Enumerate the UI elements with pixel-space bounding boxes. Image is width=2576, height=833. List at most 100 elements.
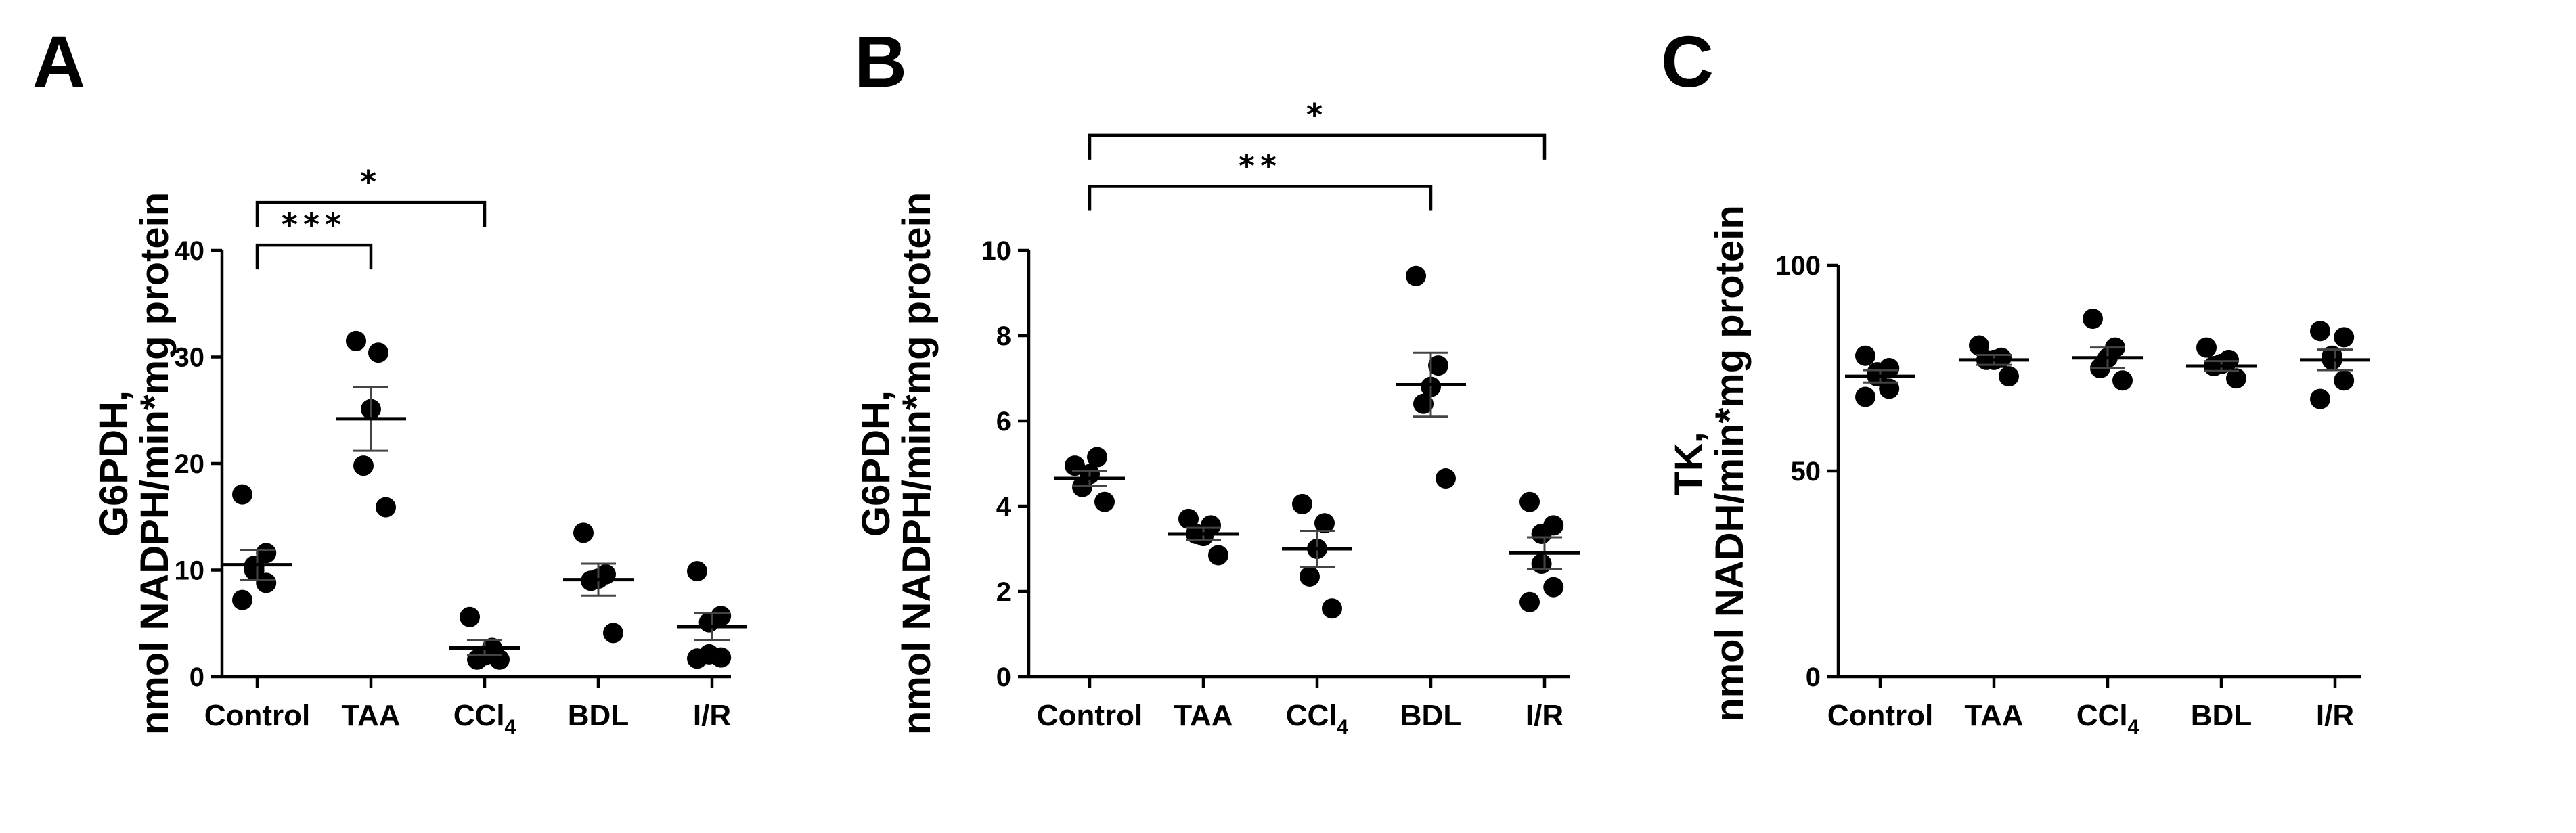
data-point (256, 572, 277, 593)
data-point (603, 623, 623, 644)
data-point (1428, 355, 1448, 376)
data-point (460, 606, 480, 627)
x-tick-label: TAA (341, 699, 400, 732)
data-point (1531, 554, 1552, 575)
y-axis-label-line1: TK, (1667, 432, 1711, 495)
panel-a: A G6PDH, nmol NADPH/min*mg protein 0 10 20… (32, 20, 747, 738)
data-point (1531, 523, 1552, 544)
significance-bracket (1088, 133, 1547, 160)
x-tick-label: TAA (1964, 699, 2023, 732)
y-tick-label: 4 (996, 492, 1012, 522)
significance-bracket (1088, 185, 1433, 211)
data-point (1855, 345, 1875, 366)
data-point (2334, 327, 2355, 348)
data-point (2083, 309, 2103, 330)
panel-c: C TK, nmol NADH/min*mg protein 0 50 100 Con… (1661, 20, 2370, 738)
y-axis-label-line2: nmol NADPH/min*mg protein (895, 192, 939, 735)
y-axis-label-line1: G6PDH, (92, 390, 136, 537)
y-tick-label: 40 (175, 236, 205, 266)
y-axis-label-a: G6PDH, nmol NADPH/min*mg protein (92, 192, 177, 735)
y-tick-label: 0 (996, 662, 1011, 692)
data-point (573, 522, 594, 543)
data-point (687, 561, 707, 582)
y-axis-label-b: G6PDH, nmol NADPH/min*mg protein (854, 192, 939, 735)
y-tick-label: 10 (175, 556, 205, 586)
data-point (2112, 370, 2133, 391)
x-tick-label: TAA (1174, 699, 1233, 732)
significance-label: ** (1239, 148, 1282, 185)
data-point (1314, 513, 1335, 534)
panel-letter-b: B (854, 20, 907, 102)
x-tick-label: Control (1037, 699, 1142, 732)
data-point (232, 589, 252, 610)
y-tick-label: 0 (190, 662, 204, 692)
data-point (2310, 388, 2330, 409)
data-point (1855, 386, 1875, 407)
data-point (1519, 491, 1540, 512)
y-tick-label: 10 (981, 236, 1012, 266)
x-tick-label: I/R (2316, 699, 2354, 732)
significance-label: * (360, 164, 382, 200)
data-point (1413, 393, 1434, 414)
data-point (1322, 598, 1342, 619)
data-point (1208, 545, 1228, 566)
data-point (1094, 491, 1115, 512)
y-tick-label: 20 (175, 449, 205, 479)
significance-label: * (1306, 97, 1328, 133)
data-point (2196, 337, 2217, 358)
plot-area-c: 0 50 100 Control TAA CCl4 BDL I/R (1775, 251, 2370, 738)
significance-bracket (255, 243, 373, 270)
data-point (232, 484, 252, 505)
y-tick-label: 6 (996, 407, 1011, 436)
x-tick-label: BDL (568, 699, 629, 732)
x-tick-label: CCl4 (1286, 699, 1349, 738)
data-point (368, 342, 388, 363)
data-point (1300, 566, 1320, 587)
x-tick-label: Control (204, 699, 310, 732)
y-axis-label-c: TK, nmol NADH/min*mg protein (1667, 205, 1752, 722)
x-tick-label: Control (1827, 699, 1933, 732)
data-point (687, 648, 707, 669)
x-tick-label: BDL (2191, 699, 2252, 732)
data-point (1087, 447, 1107, 468)
data-point (1406, 265, 1426, 286)
data-point (1879, 378, 1900, 399)
x-tick-label: CCl4 (2077, 699, 2139, 738)
x-tick-label: I/R (693, 699, 731, 732)
data-point (2310, 321, 2330, 342)
data-point (698, 612, 719, 633)
y-axis-label-line1: G6PDH, (854, 390, 898, 537)
panel-b: B G6PDH, nmol NADPH/min*mg protein 0 2 4 6 8… (854, 20, 1580, 738)
data-point (256, 543, 277, 564)
data-point (1519, 591, 1540, 612)
data-point (1292, 493, 1312, 514)
data-point (2226, 368, 2246, 389)
y-axis-label-line2: nmol NADH/min*mg protein (1708, 205, 1752, 722)
y-axis-label-line2: nmol NADPH/min*mg protein (133, 192, 177, 735)
significance-label: *** (282, 206, 347, 243)
data-point (1543, 577, 1564, 598)
panel-letter-c: C (1661, 20, 1714, 102)
x-tick-label: CCl4 (453, 699, 516, 738)
data-point (711, 647, 732, 668)
data-point (1999, 366, 2019, 387)
y-tick-label: 2 (996, 577, 1011, 607)
significance-bracket (255, 200, 487, 227)
x-tick-label: I/R (1526, 699, 1563, 732)
y-tick-label: 100 (1775, 251, 1821, 281)
data-point (2334, 370, 2355, 391)
panel-letter-a: A (32, 20, 85, 102)
data-point (353, 455, 374, 476)
y-tick-label: 0 (1806, 662, 1821, 692)
data-point (346, 330, 366, 351)
data-point (376, 497, 396, 518)
y-tick-label: 8 (996, 321, 1011, 351)
data-point (489, 649, 510, 670)
y-tick-label: 50 (1791, 457, 1821, 487)
x-tick-label: BDL (1400, 699, 1461, 732)
y-tick-label: 30 (175, 343, 205, 373)
data-point (1436, 468, 1456, 489)
